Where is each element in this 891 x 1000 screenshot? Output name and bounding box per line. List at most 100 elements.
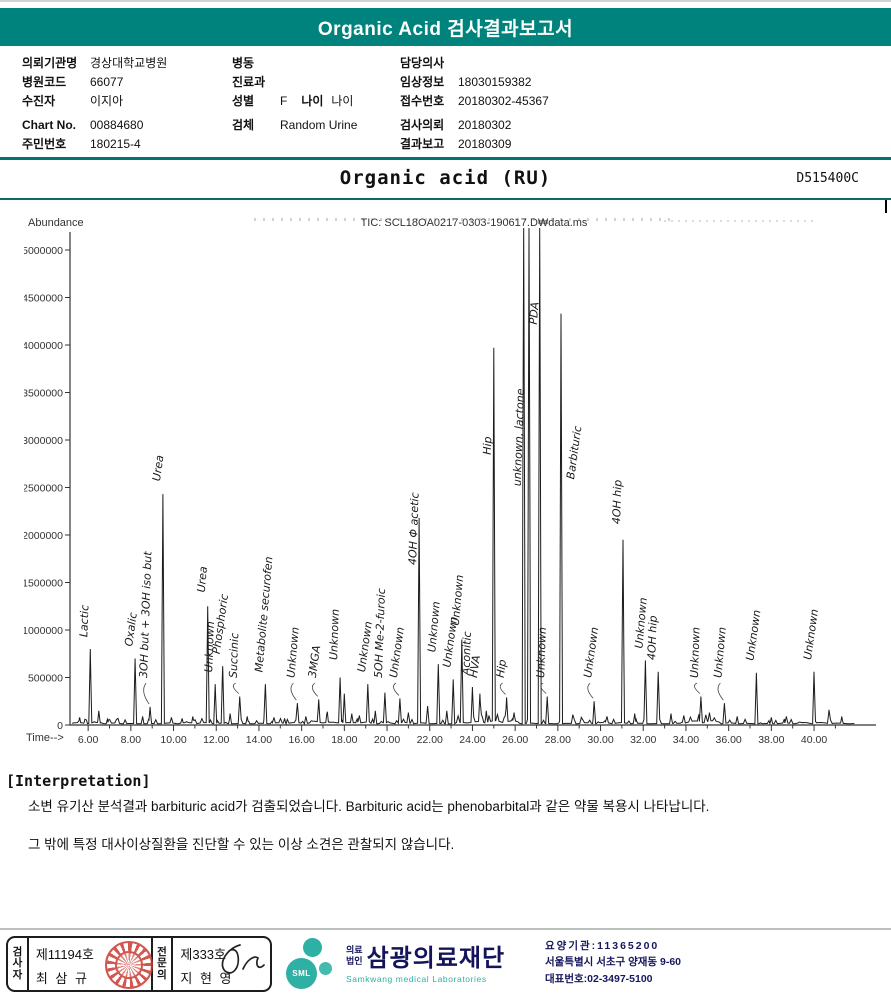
interpretation-paragraph: 그 밖에 특정 대사이상질환을 진단할 수 있는 이상 소견은 관찰되지 않습니… bbox=[28, 836, 455, 852]
info-row: 병동 bbox=[232, 53, 397, 72]
report-banner: Organic Acid 검사결과보고서 bbox=[0, 8, 891, 46]
svg-text:20.00: 20.00 bbox=[374, 734, 400, 746]
peak-label: Unknown bbox=[387, 626, 407, 678]
svg-text:Time-->: Time--> bbox=[26, 732, 64, 744]
svg-text:16.00: 16.00 bbox=[289, 734, 315, 746]
logo-circle bbox=[319, 962, 332, 975]
info-value: 나이 bbox=[331, 94, 354, 108]
peak-label: Unknown bbox=[534, 627, 549, 679]
peak-label: Unknown bbox=[688, 627, 703, 679]
peak-label: Barbituric bbox=[564, 425, 584, 480]
info-row: 접수번호 20180302-45367 bbox=[400, 91, 670, 110]
peak-label: 3OH but + 3OH iso but bbox=[137, 551, 154, 679]
info-label: 임상정보 bbox=[400, 75, 445, 89]
svg-text:0: 0 bbox=[57, 720, 63, 732]
peak-label: Unknown bbox=[202, 621, 217, 673]
info-label: 검체 bbox=[232, 118, 255, 132]
peak-label: 3MGA bbox=[306, 645, 323, 679]
svg-text:5000000: 5000000 bbox=[24, 245, 63, 257]
info-value: 이지아 bbox=[90, 94, 124, 108]
scan-edge-mark bbox=[885, 200, 887, 213]
info-value: 20180302-45367 bbox=[458, 93, 549, 108]
peak-label: Unknown bbox=[711, 626, 728, 678]
patient-info-column-2: 병동 진료과 성별 F 나이 나이 검체 Random Urine bbox=[232, 53, 397, 134]
peak-label: unknown, lactone bbox=[511, 388, 527, 486]
peak-label: 4OH hip bbox=[645, 615, 660, 660]
svg-text:4500000: 4500000 bbox=[24, 293, 63, 305]
peak-label: 4OH Φ acetic bbox=[406, 492, 422, 565]
peak-label: Hip bbox=[494, 659, 509, 679]
peak-label: Urea bbox=[195, 566, 210, 593]
teal-rule-thick bbox=[0, 157, 891, 160]
org-contact-info: 요양기관:11365200 서울특별시 서초구 양재동 9-60 대표번호:02-3… bbox=[545, 938, 681, 987]
svg-text:2500000: 2500000 bbox=[24, 483, 63, 495]
test-header: Organic acid (RU) D515400C bbox=[0, 164, 891, 196]
svg-text:4000000: 4000000 bbox=[24, 340, 63, 352]
svg-text:500000: 500000 bbox=[28, 673, 63, 685]
info-row: 임상정보 18030159382 bbox=[400, 72, 670, 91]
info-row: 담당의사 bbox=[400, 53, 670, 72]
examiner-cert-no: 제11194호 bbox=[35, 947, 94, 962]
svg-text:6.00: 6.00 bbox=[78, 734, 99, 746]
info-label: 의뢰기관명 bbox=[22, 56, 78, 70]
interpretation-heading: [Interpretation] bbox=[6, 772, 151, 790]
info-label: 검사의뢰 bbox=[400, 118, 445, 132]
peak-label: Hip bbox=[481, 436, 495, 455]
info-row: 병원코드 66077 bbox=[22, 72, 227, 91]
svg-text:TIC: SCL18OA0217-0303-190617.D: TIC: SCL18OA0217-0303-190617.D₩data.ms bbox=[361, 217, 588, 229]
scan-noise bbox=[254, 218, 674, 221]
specialist-signature bbox=[221, 944, 265, 974]
peak-label: 4OH hip bbox=[610, 479, 625, 524]
svg-text:24.00: 24.00 bbox=[459, 734, 485, 746]
organization-brand: 의료 법인 삼광의료재단 Samkwang medical Laboratori… bbox=[346, 938, 505, 984]
svg-text:38.00: 38.00 bbox=[758, 734, 784, 746]
peak-label: Unknown bbox=[284, 626, 301, 678]
info-value: 180215-4 bbox=[90, 136, 141, 151]
info-value: Random Urine bbox=[280, 117, 358, 132]
svg-text:18.00: 18.00 bbox=[331, 734, 357, 746]
svg-text:30.00: 30.00 bbox=[587, 734, 613, 746]
svg-text:1500000: 1500000 bbox=[24, 578, 63, 590]
teal-rule-thin bbox=[0, 198, 891, 200]
peak-label: Lactic bbox=[77, 605, 91, 638]
info-value: 20180309 bbox=[458, 136, 512, 151]
info-label: 나이 bbox=[301, 94, 324, 108]
peak-label: Aconitic bbox=[459, 631, 474, 676]
svg-text:36.00: 36.00 bbox=[716, 734, 742, 746]
tic-chromatogram: Abundance TIC: SCL18OA0217-0303-190617.D₩… bbox=[24, 217, 876, 746]
peak-label: Unknown bbox=[581, 626, 601, 678]
svg-text:10.00: 10.00 bbox=[160, 734, 186, 746]
info-value: F bbox=[280, 93, 288, 108]
patient-info-column-1: 의뢰기관명 경상대학교병원 병원코드 66077 수진자 이지아 Chart No. 0088… bbox=[22, 53, 227, 153]
info-value: 18030159382 bbox=[458, 74, 532, 89]
svg-text:Abundance: Abundance bbox=[28, 217, 84, 229]
footer-divider bbox=[0, 928, 891, 930]
info-row: 주민번호 180215-4 bbox=[22, 134, 227, 153]
logo-circle-sml: SML bbox=[286, 958, 317, 989]
info-label: 주민번호 bbox=[22, 137, 67, 151]
info-row: 검사의뢰 20180302 bbox=[400, 115, 670, 134]
svg-text:2000000: 2000000 bbox=[24, 530, 63, 542]
sml-logo: SML bbox=[286, 938, 340, 990]
peak-label: Unknown bbox=[632, 597, 649, 649]
info-value: 00884680 bbox=[90, 117, 144, 132]
info-label: 수진자 bbox=[22, 94, 56, 108]
top-divider bbox=[0, 0, 891, 2]
svg-text:3500000: 3500000 bbox=[24, 388, 63, 400]
scan-noise bbox=[664, 220, 814, 222]
peak-label: Unknown bbox=[449, 574, 466, 626]
contact-line: 요양기관:11365200 bbox=[545, 940, 660, 952]
logo-text: SML bbox=[292, 969, 311, 978]
report-title: Organic Acid 검사결과보고서 bbox=[317, 18, 574, 40]
info-row: 진료과 bbox=[232, 72, 397, 91]
interpretation-body: 소변 유기산 분석결과 barbituric acid가 검출되었습니다. Ba… bbox=[28, 798, 876, 873]
interpretation-paragraph: 소변 유기산 분석결과 barbituric acid가 검출되었습니다. Ba… bbox=[28, 799, 710, 814]
peak-label: HVA bbox=[467, 654, 483, 678]
contact-line: 서울특별시 서초구 양재동 9-60 bbox=[545, 956, 682, 969]
peak-label: Unknown bbox=[801, 608, 821, 660]
org-name: 삼광의료재단 bbox=[366, 945, 506, 972]
svg-text:14.00: 14.00 bbox=[246, 734, 272, 746]
